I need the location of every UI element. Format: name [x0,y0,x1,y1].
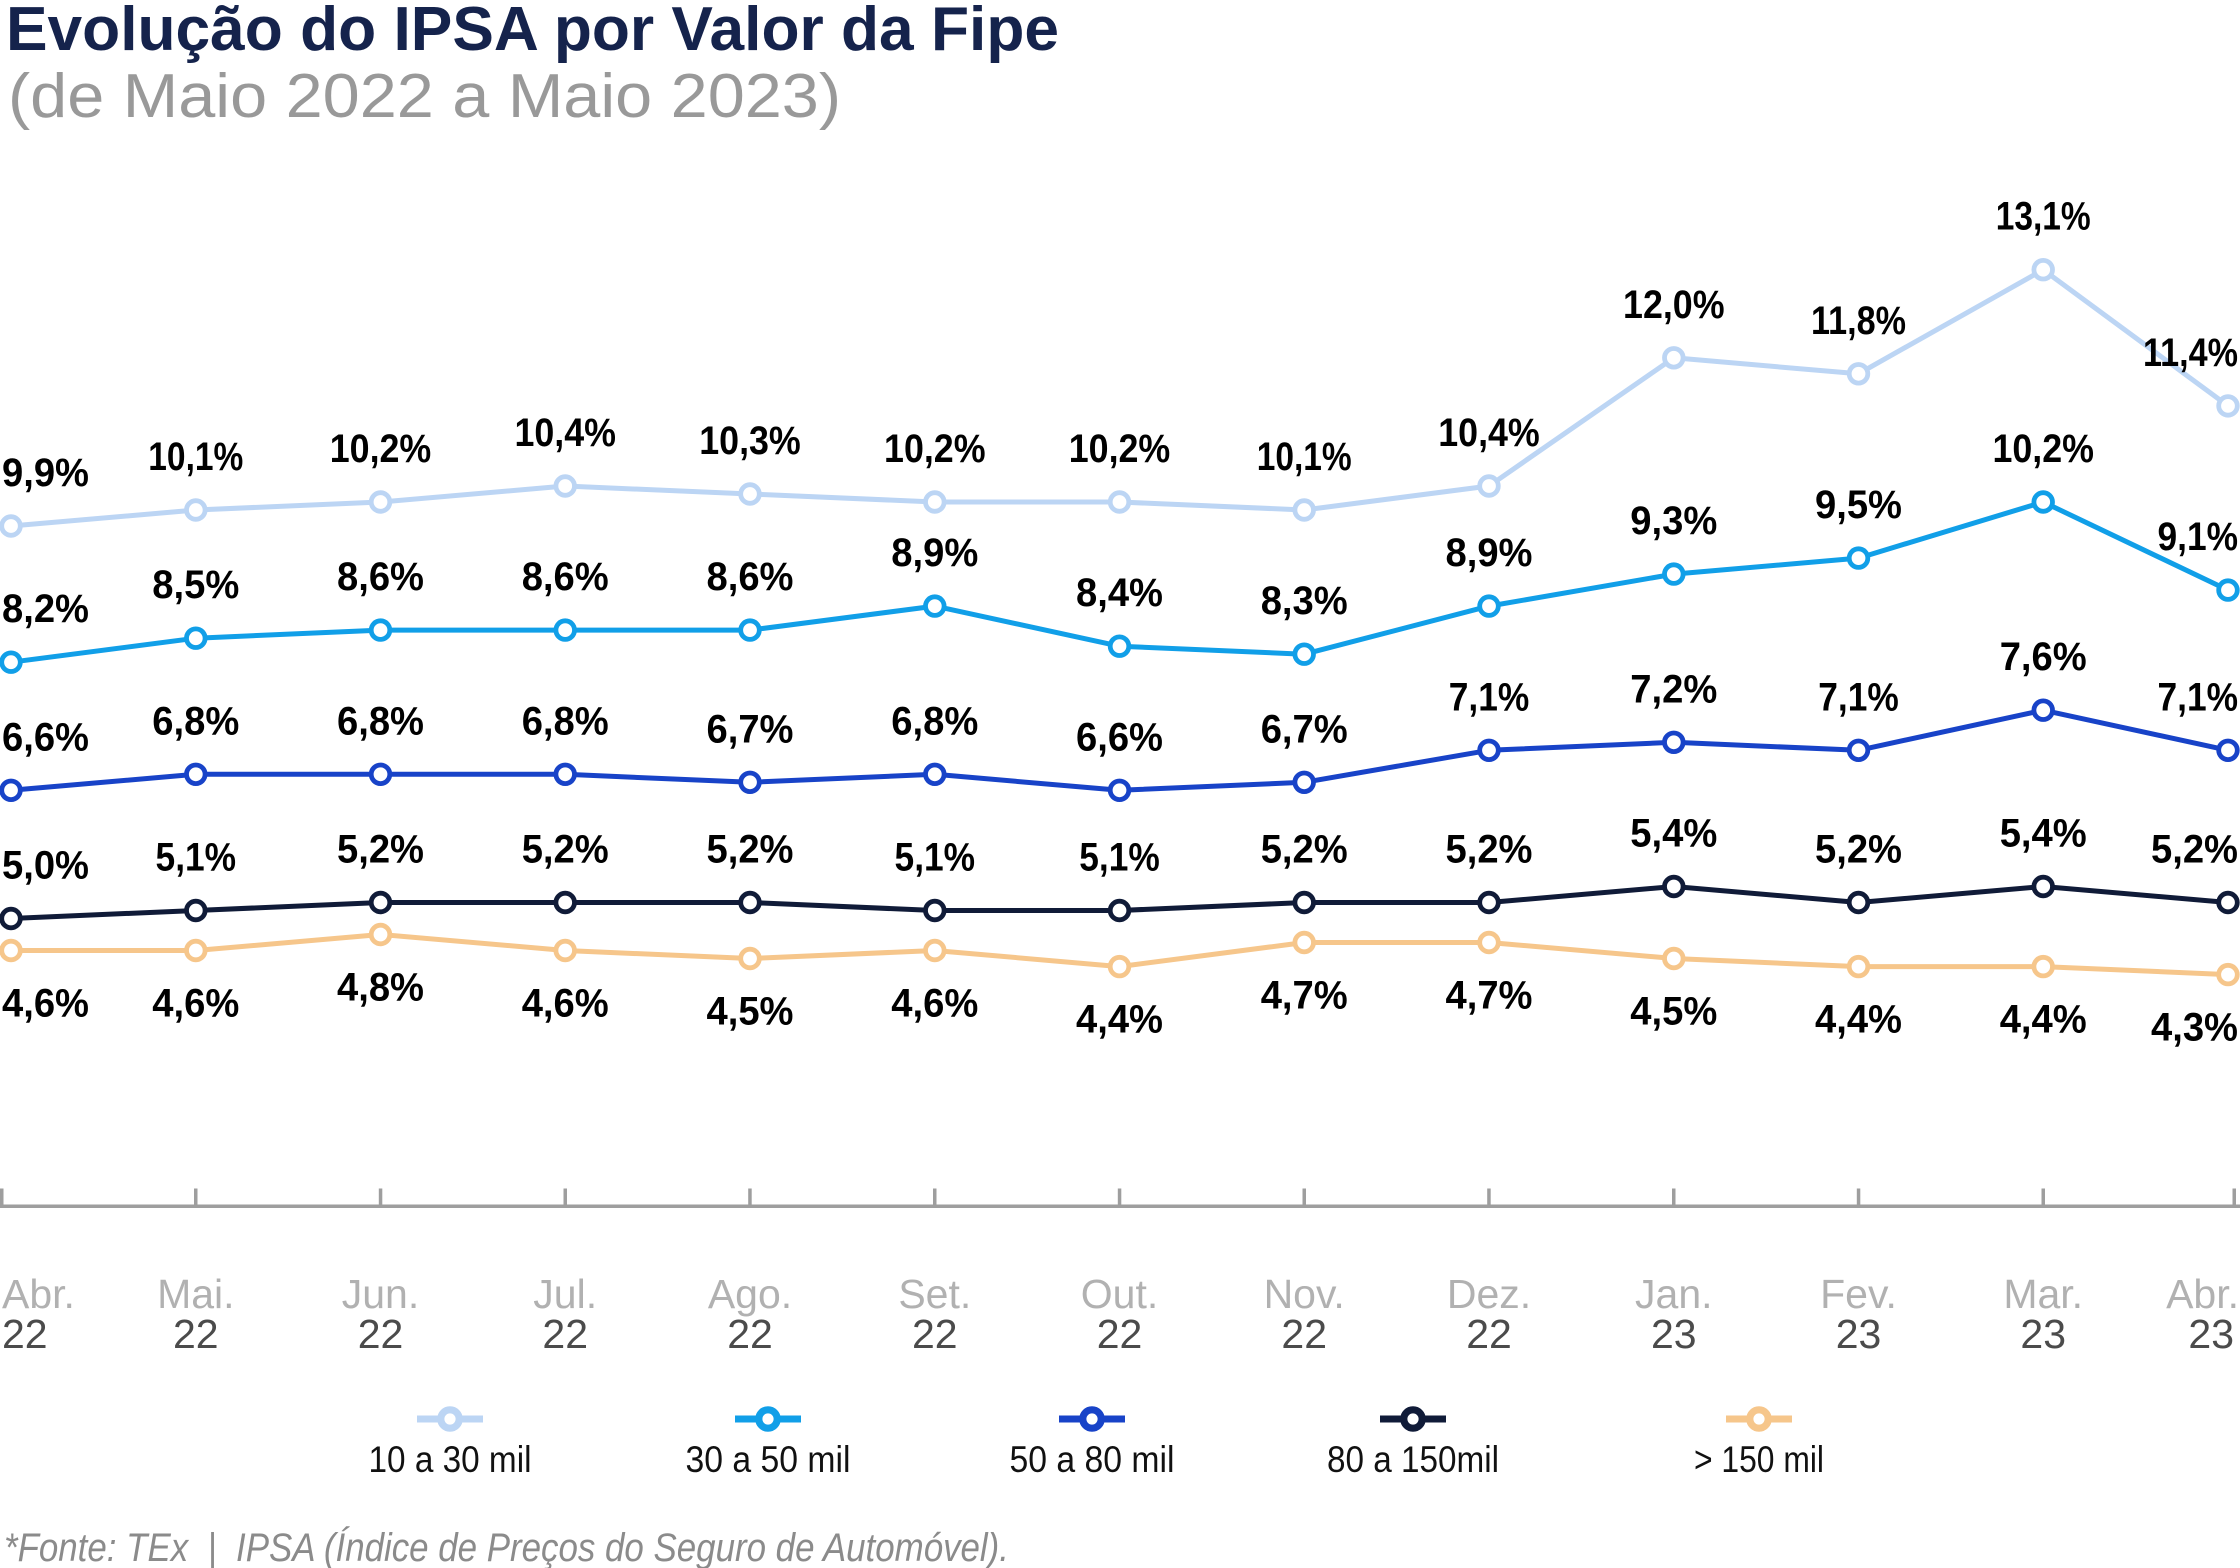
svg-text:22: 22 [1281,1311,1327,1357]
svg-text:Mar.: Mar. [2003,1271,2083,1317]
svg-text:10 a 30 mil: 10 a 30 mil [369,1438,532,1480]
svg-text:80 a 150mil: 80 a 150mil [1327,1438,1499,1480]
svg-text:22: 22 [727,1311,773,1357]
svg-text:Evolução do IPSA por Valor da: Evolução do IPSA por Valor da Fipe [6,0,1059,64]
svg-text:8,2%: 8,2% [2,587,89,631]
svg-text:6,8%: 6,8% [337,699,424,743]
svg-text:9,5%: 9,5% [1815,483,1902,527]
svg-text:5,4%: 5,4% [1630,812,1717,856]
svg-text:7,1%: 7,1% [1449,675,1530,719]
svg-text:4,6%: 4,6% [891,982,978,1026]
svg-text:5,2%: 5,2% [1261,828,1348,872]
svg-text:22: 22 [1466,1311,1512,1357]
svg-text:5,1%: 5,1% [156,836,237,880]
svg-text:6,7%: 6,7% [1261,707,1348,751]
svg-text:13,1%: 13,1% [1996,195,2091,239]
svg-text:9,3%: 9,3% [1630,499,1717,543]
svg-text:5,1%: 5,1% [895,836,976,880]
svg-text:10,2%: 10,2% [330,427,432,471]
svg-text:22: 22 [2,1311,48,1357]
svg-text:23: 23 [1836,1311,1882,1357]
svg-text:4,4%: 4,4% [2000,998,2087,1042]
svg-text:4,3%: 4,3% [2151,1006,2238,1050]
svg-text:4,5%: 4,5% [707,990,794,1034]
svg-text:> 150 mil: > 150 mil [1694,1438,1824,1480]
svg-text:5,0%: 5,0% [2,844,89,888]
svg-text:22: 22 [542,1311,588,1357]
svg-text:5,2%: 5,2% [522,828,609,872]
svg-text:6,8%: 6,8% [891,699,978,743]
svg-text:10,1%: 10,1% [1257,435,1352,479]
svg-text:Jun.: Jun. [342,1271,420,1317]
svg-text:Ago.: Ago. [708,1271,792,1317]
svg-text:10,1%: 10,1% [148,435,243,479]
svg-text:5,2%: 5,2% [2151,828,2238,872]
svg-text:6,8%: 6,8% [152,699,239,743]
svg-text:8,9%: 8,9% [1446,531,1533,575]
svg-text:10,4%: 10,4% [514,411,616,455]
svg-text:22: 22 [1097,1311,1143,1357]
svg-text:Out.: Out. [1081,1271,1158,1317]
svg-text:Set.: Set. [898,1271,971,1317]
svg-text:(de Maio 2022 a Maio 2023): (de Maio 2022 a Maio 2023) [8,62,841,131]
svg-text:22: 22 [173,1311,219,1357]
svg-text:23: 23 [2020,1311,2066,1357]
svg-text:6,6%: 6,6% [2,715,89,759]
svg-text:5,2%: 5,2% [707,828,794,872]
svg-text:5,2%: 5,2% [1815,828,1902,872]
svg-text:10,4%: 10,4% [1438,411,1540,455]
svg-text:8,5%: 8,5% [152,563,239,607]
svg-text:7,1%: 7,1% [1818,675,1899,719]
svg-text:Abr.: Abr. [2166,1271,2239,1317]
svg-text:10,2%: 10,2% [1069,427,1171,471]
svg-text:Dez.: Dez. [1447,1271,1531,1317]
svg-text:23: 23 [1651,1311,1697,1357]
svg-text:5,2%: 5,2% [337,828,424,872]
svg-text:12,0%: 12,0% [1623,283,1725,327]
svg-text:23: 23 [2188,1311,2234,1357]
svg-text:11,8%: 11,8% [1811,299,1906,343]
svg-text:10,2%: 10,2% [1992,427,2094,471]
svg-text:30 a 50 mil: 30 a 50 mil [686,1438,851,1480]
svg-text:5,1%: 5,1% [1079,836,1160,880]
svg-text:8,9%: 8,9% [891,531,978,575]
svg-text:Mai.: Mai. [157,1271,234,1317]
svg-text:8,3%: 8,3% [1261,579,1348,623]
svg-text:4,8%: 4,8% [337,966,424,1010]
svg-text:9,9%: 9,9% [2,451,89,495]
svg-text:10,3%: 10,3% [699,419,801,463]
svg-text:7,2%: 7,2% [1630,667,1717,711]
svg-text:7,1%: 7,1% [2158,675,2239,719]
svg-text:50 a 80 mil: 50 a 80 mil [1010,1438,1175,1480]
svg-text:4,5%: 4,5% [1630,990,1717,1034]
svg-text:9,1%: 9,1% [2158,515,2239,559]
svg-text:*Fonte: TEx | IPSA (Índice d: *Fonte: TEx | IPSA (Índice de Preços do … [4,1525,1009,1568]
svg-text:6,7%: 6,7% [707,707,794,751]
svg-text:Fev.: Fev. [1820,1271,1897,1317]
svg-text:Nov.: Nov. [1264,1271,1345,1317]
svg-text:6,8%: 6,8% [522,699,609,743]
svg-text:4,7%: 4,7% [1446,974,1533,1018]
svg-text:4,6%: 4,6% [2,982,89,1026]
svg-text:10,2%: 10,2% [884,427,986,471]
svg-text:4,7%: 4,7% [1261,974,1348,1018]
svg-text:5,2%: 5,2% [1446,828,1533,872]
svg-text:22: 22 [358,1311,404,1357]
svg-text:8,6%: 8,6% [707,555,794,599]
svg-text:4,6%: 4,6% [522,982,609,1026]
svg-text:11,4%: 11,4% [2143,331,2238,375]
svg-text:8,4%: 8,4% [1076,571,1163,615]
svg-text:5,4%: 5,4% [2000,812,2087,856]
svg-text:7,6%: 7,6% [2000,635,2087,679]
svg-text:4,4%: 4,4% [1076,998,1163,1042]
svg-text:Jan.: Jan. [1635,1271,1713,1317]
svg-text:Jul.: Jul. [533,1271,597,1317]
svg-text:Abr.: Abr. [2,1271,75,1317]
svg-text:22: 22 [912,1311,958,1357]
svg-text:8,6%: 8,6% [337,555,424,599]
svg-text:8,6%: 8,6% [522,555,609,599]
svg-text:6,6%: 6,6% [1076,715,1163,759]
svg-text:4,6%: 4,6% [152,982,239,1026]
svg-text:4,4%: 4,4% [1815,998,1902,1042]
